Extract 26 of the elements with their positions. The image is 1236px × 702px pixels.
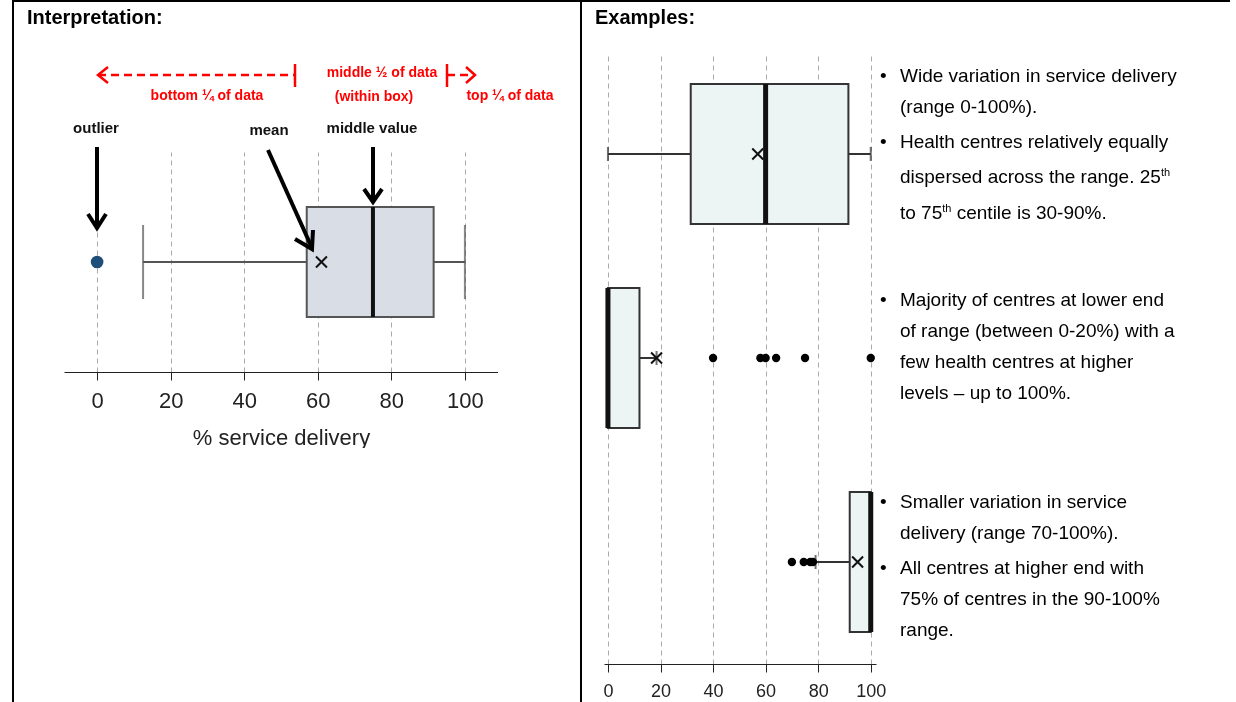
text: top ¼ of data (466, 87, 554, 103)
text: • Majority of centres at lower end of range (between 0-20%) with a few health centres at higher levels – up to 100%. (880, 288, 1175, 403)
x-tick-label: 80 (379, 387, 405, 413)
text: • All centres at higher end with 75% of centres in the 90-100% range. (880, 556, 1160, 640)
text: • Wide variation in service delivery (range 0-100%). (880, 64, 1177, 117)
x-tick-label: 80 (808, 680, 829, 701)
x-tick-label: 20 (158, 387, 184, 413)
x-tick-label: 20 (650, 680, 672, 701)
chart-title: Interpretation: (27, 6, 163, 29)
x-tick-label: 60 (306, 387, 331, 413)
text: • Smaller variation in service delivery (range 70-100%). (880, 490, 1128, 543)
x-tick-label: 0 (91, 387, 104, 413)
x-tick-label: 40 (232, 387, 257, 413)
x-tick-label: 40 (703, 680, 724, 701)
text: middle ½ of data (326, 64, 438, 80)
text: bottom ¼ of data (150, 87, 264, 103)
chart-title: Examples: (595, 6, 696, 29)
text: (within box) (334, 88, 414, 104)
text: mean (249, 121, 289, 138)
x-tick-label: 60 (756, 680, 777, 701)
text: • Health centres relatively equally dispersed across the range. 25$^{th}$ to 75$^{th}$ centile is 30-90%. (880, 131, 1171, 223)
x-tick-label: 100 (447, 387, 484, 413)
x-tick-label: 0 (603, 680, 614, 701)
text: middle value (326, 119, 418, 136)
text: outlier (73, 119, 119, 136)
x-tick-label: 100 (856, 680, 887, 701)
